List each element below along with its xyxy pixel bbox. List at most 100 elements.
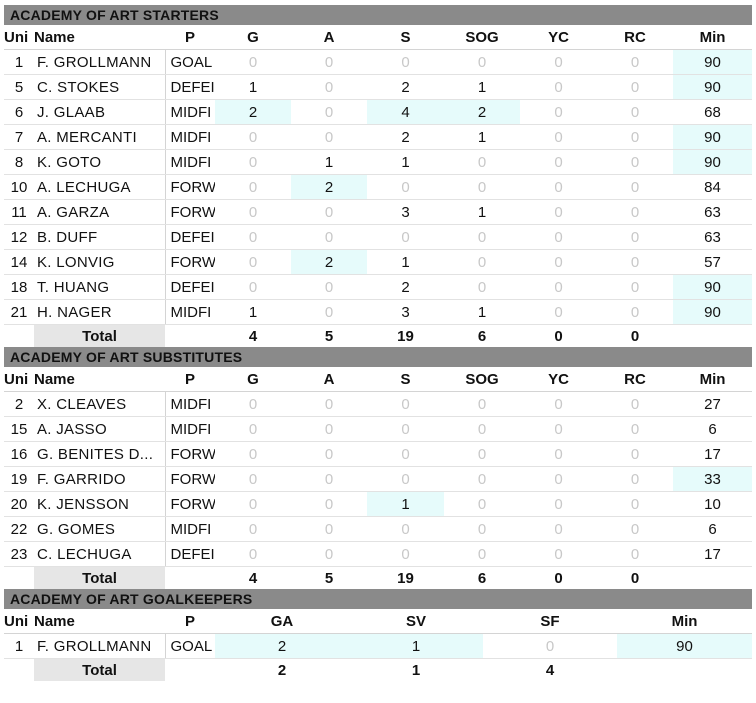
stat-rc: 0 bbox=[597, 199, 673, 225]
stat-sog: 0 bbox=[444, 274, 520, 300]
col-header-rc: RC bbox=[597, 25, 673, 50]
stat-s: 3 bbox=[367, 199, 444, 225]
stat-a: 0 bbox=[291, 274, 367, 300]
stat-a: 0 bbox=[291, 74, 367, 100]
total-spacer bbox=[4, 658, 34, 681]
goalkeepers-rows: 1 F. GROLLMANN GOAL 2 1 0 90 bbox=[4, 633, 752, 659]
stat-a: 0 bbox=[291, 416, 367, 442]
stat-s: 0 bbox=[367, 416, 444, 442]
player-name: J. GLAAB bbox=[34, 99, 166, 125]
stat-rc: 0 bbox=[597, 441, 673, 467]
player-position: DEFEI bbox=[165, 541, 215, 567]
stat-s: 2 bbox=[367, 74, 444, 100]
player-number: 20 bbox=[4, 491, 34, 517]
player-position: DEFEI bbox=[165, 224, 215, 250]
stat-sog: 1 bbox=[444, 299, 520, 325]
table-row: 22 G. GOMES MIDFI 0 0 0 0 0 0 6 bbox=[4, 516, 752, 542]
stat-s: 1 bbox=[367, 149, 444, 175]
stat-s: 0 bbox=[367, 541, 444, 567]
player-position: DEFEI bbox=[165, 74, 215, 100]
table-row: 7 A. MERCANTI MIDFI 0 0 2 1 0 0 90 bbox=[4, 124, 752, 150]
stat-min: 90 bbox=[673, 274, 752, 300]
player-name: B. DUFF bbox=[34, 224, 166, 250]
total-sog: 6 bbox=[444, 324, 520, 347]
table-row: 16 G. BENITES D... FORW 0 0 0 0 0 0 17 bbox=[4, 441, 752, 467]
stat-yc: 0 bbox=[520, 416, 597, 442]
stat-rc: 0 bbox=[597, 149, 673, 175]
stat-min: 84 bbox=[673, 174, 752, 200]
player-number: 2 bbox=[4, 391, 34, 417]
stat-g: 0 bbox=[215, 441, 291, 467]
stat-a: 0 bbox=[291, 466, 367, 492]
player-position: MIDFI bbox=[165, 99, 215, 125]
player-position: FORW bbox=[165, 441, 215, 467]
stat-yc: 0 bbox=[520, 149, 597, 175]
stat-g: 1 bbox=[215, 74, 291, 100]
player-position: FORW bbox=[165, 466, 215, 492]
stat-g: 0 bbox=[215, 491, 291, 517]
player-number: 18 bbox=[4, 274, 34, 300]
player-position: MIDFI bbox=[165, 391, 215, 417]
total-a: 5 bbox=[291, 324, 367, 347]
col-header-yc: YC bbox=[520, 367, 597, 392]
stat-s: 0 bbox=[367, 49, 444, 75]
total-spacer bbox=[673, 324, 752, 347]
substitutes-table: Uni Name P G A S SOG YC RC Min 2 X. CLEAV… bbox=[4, 367, 752, 589]
starters-table: Uni Name P G A S SOG YC RC Min 1 F. GROLL… bbox=[4, 25, 752, 347]
stat-g: 0 bbox=[215, 416, 291, 442]
table-row: 11 A. GARZA FORW 0 0 3 1 0 0 63 bbox=[4, 199, 752, 225]
total-ga: 2 bbox=[215, 658, 349, 681]
total-yc: 0 bbox=[520, 324, 597, 347]
stat-rc: 0 bbox=[597, 491, 673, 517]
stat-yc: 0 bbox=[520, 224, 597, 250]
total-spacer bbox=[617, 658, 752, 681]
player-number: 12 bbox=[4, 224, 34, 250]
col-header-sf: SF bbox=[483, 609, 617, 634]
player-position: MIDFI bbox=[165, 416, 215, 442]
stat-rc: 0 bbox=[597, 299, 673, 325]
col-header-g: G bbox=[215, 367, 291, 392]
stat-rc: 0 bbox=[597, 49, 673, 75]
total-rc: 0 bbox=[597, 324, 673, 347]
goalkeepers-title: ACADEMY OF ART GOALKEEPERS bbox=[4, 589, 752, 609]
total-sv: 1 bbox=[349, 658, 483, 681]
col-header-min: Min bbox=[673, 25, 752, 50]
stat-rc: 0 bbox=[597, 416, 673, 442]
stat-min: 90 bbox=[673, 74, 752, 100]
col-header-a: A bbox=[291, 367, 367, 392]
total-a: 5 bbox=[291, 566, 367, 589]
player-name: X. CLEAVES bbox=[34, 391, 166, 417]
total-s: 19 bbox=[367, 566, 444, 589]
stat-g: 0 bbox=[215, 274, 291, 300]
stat-a: 0 bbox=[291, 441, 367, 467]
stat-yc: 0 bbox=[520, 541, 597, 567]
starters-total-row: Total 4 5 19 6 0 0 bbox=[4, 324, 752, 347]
stat-g: 2 bbox=[215, 99, 291, 125]
table-row: 14 K. LONVIG FORW 0 2 1 0 0 0 57 bbox=[4, 249, 752, 275]
player-number: 6 bbox=[4, 99, 34, 125]
stat-g: 0 bbox=[215, 466, 291, 492]
stat-sog: 1 bbox=[444, 199, 520, 225]
stat-min: 90 bbox=[673, 49, 752, 75]
stat-g: 0 bbox=[215, 49, 291, 75]
player-number: 1 bbox=[4, 49, 34, 75]
stat-a: 0 bbox=[291, 491, 367, 517]
stat-yc: 0 bbox=[520, 441, 597, 467]
table-row: 5 C. STOKES DEFEI 1 0 2 1 0 0 90 bbox=[4, 74, 752, 100]
player-number: 7 bbox=[4, 124, 34, 150]
stat-min: 6 bbox=[673, 416, 752, 442]
stat-sog: 0 bbox=[444, 516, 520, 542]
stat-rc: 0 bbox=[597, 516, 673, 542]
stat-sog: 2 bbox=[444, 99, 520, 125]
total-spacer bbox=[673, 566, 752, 589]
stat-a: 0 bbox=[291, 124, 367, 150]
total-spacer bbox=[4, 566, 34, 589]
table-row: 15 A. JASSO MIDFI 0 0 0 0 0 0 6 bbox=[4, 416, 752, 442]
stat-a: 2 bbox=[291, 174, 367, 200]
stat-g: 0 bbox=[215, 149, 291, 175]
stat-min: 10 bbox=[673, 491, 752, 517]
stat-yc: 0 bbox=[520, 124, 597, 150]
stat-g: 0 bbox=[215, 391, 291, 417]
stat-sog: 0 bbox=[444, 441, 520, 467]
stat-yc: 0 bbox=[520, 174, 597, 200]
